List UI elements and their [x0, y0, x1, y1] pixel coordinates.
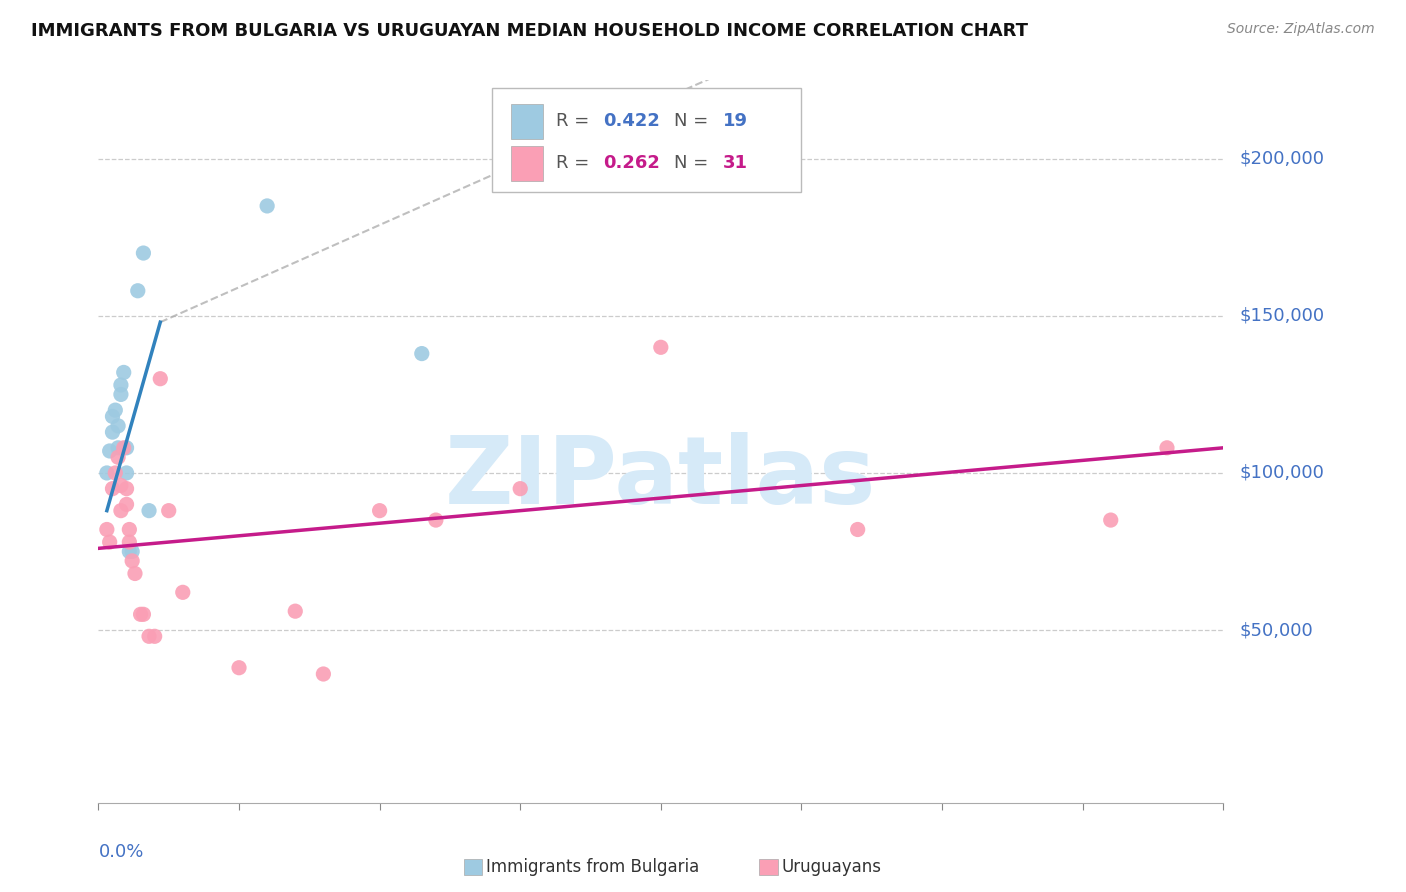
FancyBboxPatch shape	[512, 104, 543, 139]
Point	[1156, 441, 1178, 455]
Point	[112, 441, 135, 455]
Point	[96, 466, 118, 480]
Point	[650, 340, 672, 354]
Point	[149, 372, 172, 386]
Point	[172, 585, 194, 599]
Text: 0.262: 0.262	[603, 154, 661, 172]
Point	[121, 554, 143, 568]
Point	[118, 523, 141, 537]
Point	[110, 387, 132, 401]
Point	[256, 199, 278, 213]
Point	[115, 497, 138, 511]
Point	[127, 284, 149, 298]
Point	[104, 403, 127, 417]
Point	[98, 444, 121, 458]
Point	[107, 450, 129, 465]
Point	[132, 607, 155, 622]
Point	[115, 466, 138, 480]
Text: $100,000: $100,000	[1240, 464, 1324, 482]
Text: 0.422: 0.422	[603, 112, 661, 130]
FancyBboxPatch shape	[512, 146, 543, 181]
Text: $50,000: $50,000	[1240, 621, 1313, 639]
Point	[118, 535, 141, 549]
Point	[112, 366, 135, 380]
Point	[118, 544, 141, 558]
Point	[101, 482, 124, 496]
Point	[1099, 513, 1122, 527]
Point	[228, 661, 250, 675]
Text: N =: N =	[675, 154, 714, 172]
Point	[110, 378, 132, 392]
Text: ZIPatlas: ZIPatlas	[446, 432, 876, 524]
Point	[129, 607, 152, 622]
Point	[846, 523, 869, 537]
Point	[101, 425, 124, 439]
Text: 31: 31	[723, 154, 748, 172]
Point	[115, 441, 138, 455]
Text: IMMIGRANTS FROM BULGARIA VS URUGUAYAN MEDIAN HOUSEHOLD INCOME CORRELATION CHART: IMMIGRANTS FROM BULGARIA VS URUGUAYAN ME…	[31, 22, 1028, 40]
Text: $150,000: $150,000	[1240, 307, 1324, 325]
FancyBboxPatch shape	[492, 87, 801, 193]
Point	[121, 544, 143, 558]
Text: 19: 19	[723, 112, 748, 130]
Point	[284, 604, 307, 618]
Point	[138, 629, 160, 643]
Point	[132, 246, 155, 260]
Point	[104, 466, 127, 480]
Text: R =: R =	[557, 112, 595, 130]
Point	[157, 503, 180, 517]
Text: Uruguayans: Uruguayans	[782, 858, 882, 876]
Text: R =: R =	[557, 154, 595, 172]
Text: Source: ZipAtlas.com: Source: ZipAtlas.com	[1227, 22, 1375, 37]
Point	[96, 523, 118, 537]
Point	[110, 503, 132, 517]
Text: 0.0%: 0.0%	[98, 843, 143, 861]
Point	[425, 513, 447, 527]
Text: $200,000: $200,000	[1240, 150, 1324, 168]
Point	[110, 478, 132, 492]
Point	[312, 667, 335, 681]
Point	[115, 482, 138, 496]
Point	[107, 418, 129, 433]
Point	[368, 503, 391, 517]
Point	[411, 346, 433, 360]
Point	[101, 409, 124, 424]
Point	[143, 629, 166, 643]
Point	[509, 482, 531, 496]
Text: N =: N =	[675, 112, 714, 130]
Point	[138, 503, 160, 517]
Point	[107, 441, 129, 455]
Point	[98, 535, 121, 549]
Text: Immigrants from Bulgaria: Immigrants from Bulgaria	[486, 858, 700, 876]
Point	[124, 566, 146, 581]
